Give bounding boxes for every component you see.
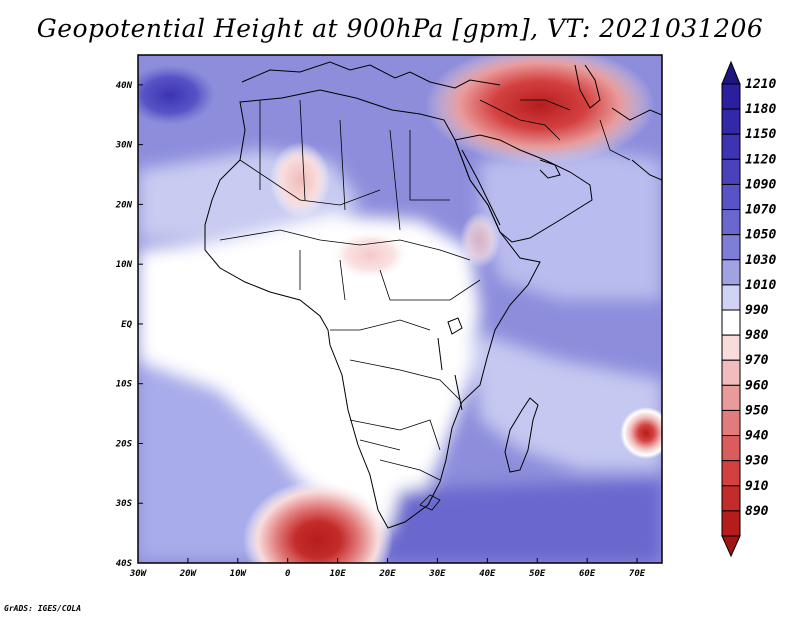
lat-tick-label: 30N (115, 141, 133, 151)
lat-tick-label: 20N (115, 200, 133, 210)
lon-axis: 30W 20W 10W 0 10E 20E 30E 40E 50E 60E 70E (129, 558, 646, 579)
lon-tick-label: 0 (285, 569, 291, 579)
country-borders (219, 99, 631, 511)
lat-tick-label: 10S (116, 380, 133, 390)
colorbar-swatch (721, 259, 741, 286)
lat-tick-label: 20S (115, 439, 133, 449)
colorbar-swatch (721, 384, 741, 411)
lon-tick-label: 60E (579, 569, 596, 579)
colorbar-swatch (721, 209, 741, 236)
colorbar-label: 1070 (745, 203, 776, 218)
lon-tick-label: 10W (230, 569, 248, 579)
lon-tick-label: 70E (629, 569, 646, 579)
colorbar-swatch (721, 359, 741, 386)
colorbar-label: 960 (745, 378, 769, 393)
grads-credit: GrADS: IGES/COLA (4, 604, 82, 613)
colorbar-swatch (721, 133, 741, 160)
coastlines (204, 61, 662, 529)
weak-low-ethiopia (460, 212, 500, 268)
colorbar-label: 910 (745, 479, 769, 494)
heat-low-sahara (270, 142, 330, 218)
low-southeast-atlantic (243, 480, 393, 563)
geopotential-field (138, 55, 662, 563)
lon-tick-label: 50E (529, 569, 546, 579)
colorbar-label: 890 (745, 504, 769, 519)
colorbar-top-arrow (721, 60, 741, 85)
weak-low-central-africa (330, 230, 410, 280)
colorbar-label: 1090 (745, 177, 776, 192)
colorbar-label: 950 (745, 403, 769, 418)
colorbar-swatch (721, 460, 741, 487)
lat-tick-label: 40S (116, 559, 133, 569)
colorbar-swatch (721, 485, 741, 512)
colorbar-swatch (721, 108, 741, 135)
lat-tick-label: 10N (116, 260, 133, 270)
low-indian-ocean (620, 407, 662, 459)
lon-tick-label: 30W (129, 569, 148, 579)
colorbar-swatch (721, 234, 741, 261)
colorbar-swatch (721, 284, 741, 311)
colorbar-label: 1210 (745, 77, 776, 92)
lon-tick-label: 20E (378, 569, 396, 579)
lat-axis: 40S 30S 20S 10S EQ 10N 20N 30N 40N (115, 81, 143, 569)
lat-tick-label: EQ (121, 320, 132, 330)
low-middle-east (425, 55, 655, 165)
colorbar-label: 1150 (745, 127, 776, 142)
colorbar-swatch (721, 158, 741, 185)
colorbar-label: 980 (745, 328, 769, 343)
colorbar-label: 1180 (745, 102, 776, 117)
colorbar-label: 990 (745, 303, 769, 318)
colorbar-label: 970 (745, 353, 769, 368)
colorbar-swatch (721, 309, 741, 336)
colorbar-label: 1030 (745, 253, 776, 268)
colorbar-swatch (721, 510, 741, 537)
colorbar-label: 1120 (745, 152, 776, 167)
colorbar-swatch (721, 435, 741, 462)
plot-frame (137, 54, 663, 564)
lon-tick-label: 30E (428, 569, 446, 579)
high-azores (138, 65, 215, 125)
colorbar-label: 940 (745, 429, 769, 444)
colorbar-label: 930 (745, 454, 769, 469)
colorbar-swatch (721, 83, 741, 110)
lon-tick-label: 20W (179, 569, 198, 579)
chart-title: Geopotential Height at 900hPa [gpm], VT:… (36, 14, 764, 43)
colorbar-swatch (721, 334, 741, 361)
lon-tick-label: 40E (479, 569, 496, 579)
colorbar-swatch (721, 183, 741, 211)
colorbar-swatch (721, 409, 741, 437)
lat-tick-label: 40N (116, 81, 133, 91)
colorbar: 1210 1180 1150 1120 1090 1070 1050 1030 1010 990 9… (721, 60, 776, 558)
colorbar-bottom-arrow (721, 535, 741, 558)
lon-tick-label: 10E (329, 569, 346, 579)
colorbar-label: 1010 (745, 278, 776, 293)
lat-tick-label: 30S (115, 499, 133, 509)
colorbar-label: 1050 (745, 228, 776, 243)
